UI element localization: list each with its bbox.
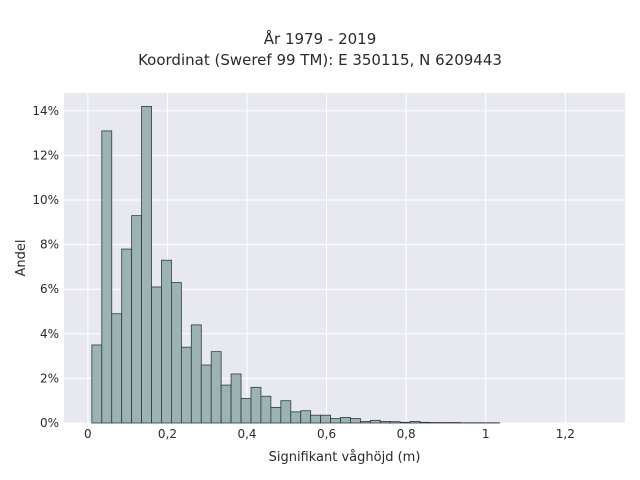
x-axis-label: Signifikant våghöjd (m) <box>269 450 421 465</box>
histogram-bar <box>171 282 182 424</box>
histogram-bar <box>101 130 113 424</box>
histogram-bar <box>419 421 431 424</box>
x-tick-label: 0,2 <box>158 427 177 441</box>
histogram-bar <box>260 395 272 424</box>
histogram-bar <box>350 418 361 424</box>
histogram-bar <box>210 351 222 424</box>
histogram-bar <box>340 417 351 424</box>
chart-title-line-1: År 1979 - 2019 <box>263 30 377 48</box>
histogram-bar <box>360 421 371 424</box>
histogram-bar <box>111 313 123 424</box>
x-tick-label: 0 <box>84 427 92 441</box>
histogram-bar <box>121 248 133 424</box>
x-tick-label: 0,6 <box>317 427 336 441</box>
y-axis-ticks: 0% 2% 4% 6% 8% 10% 12% 14% <box>32 104 59 430</box>
y-tick-label: 14% <box>32 104 59 118</box>
histogram-bar <box>141 105 152 424</box>
histogram-bar <box>91 344 103 424</box>
histogram-bar <box>310 414 322 424</box>
histogram-bar <box>320 414 331 424</box>
x-tick-label: 1 <box>482 427 490 441</box>
x-tick-label: 0,8 <box>397 427 416 441</box>
y-tick-label: 4% <box>40 327 59 341</box>
histogram-bar <box>300 410 312 424</box>
histogram-bar <box>240 398 252 424</box>
y-tick-label: 10% <box>32 193 59 207</box>
x-axis-ticks: 0 0,2 0,4 0,6 0,8 1 1,2 <box>84 427 575 441</box>
histogram-bar <box>280 400 292 424</box>
x-tick-label: 0,4 <box>237 427 256 441</box>
bars <box>91 105 501 424</box>
histogram-bar <box>190 324 202 424</box>
histogram-bar <box>379 421 391 424</box>
histogram-bar <box>399 421 411 424</box>
y-tick-label: 12% <box>32 148 59 162</box>
histogram-bar <box>409 421 421 424</box>
histogram-bar <box>389 421 401 424</box>
histogram-bar <box>180 346 192 424</box>
histogram-bar <box>151 286 162 424</box>
y-tick-label: 0% <box>40 416 59 430</box>
histogram-bar <box>200 364 212 424</box>
y-tick-label: 8% <box>40 238 59 252</box>
histogram-bar <box>161 259 172 424</box>
histogram-bar <box>369 419 381 424</box>
histogram-bar <box>270 406 282 424</box>
chart-title-line-2: Koordinat (Sweref 99 TM): E 350115, N 62… <box>138 51 502 69</box>
x-tick-label: 1,2 <box>556 427 575 441</box>
y-axis-label: Andel <box>14 240 29 277</box>
y-tick-label: 6% <box>40 282 59 296</box>
histogram-bar <box>290 411 302 424</box>
histogram-bar <box>250 386 262 424</box>
histogram-bar <box>230 373 242 424</box>
histogram-bar <box>330 418 341 424</box>
histogram-bar <box>131 215 142 424</box>
y-tick-label: 2% <box>40 371 59 385</box>
histogram-bar <box>220 384 232 424</box>
